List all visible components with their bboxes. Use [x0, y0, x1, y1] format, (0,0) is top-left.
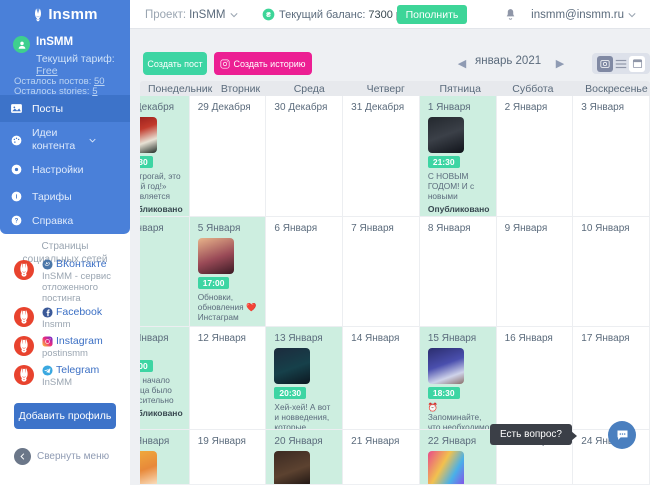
svg-text:₴: ₴ [266, 11, 271, 19]
svg-text:?: ? [14, 219, 18, 225]
